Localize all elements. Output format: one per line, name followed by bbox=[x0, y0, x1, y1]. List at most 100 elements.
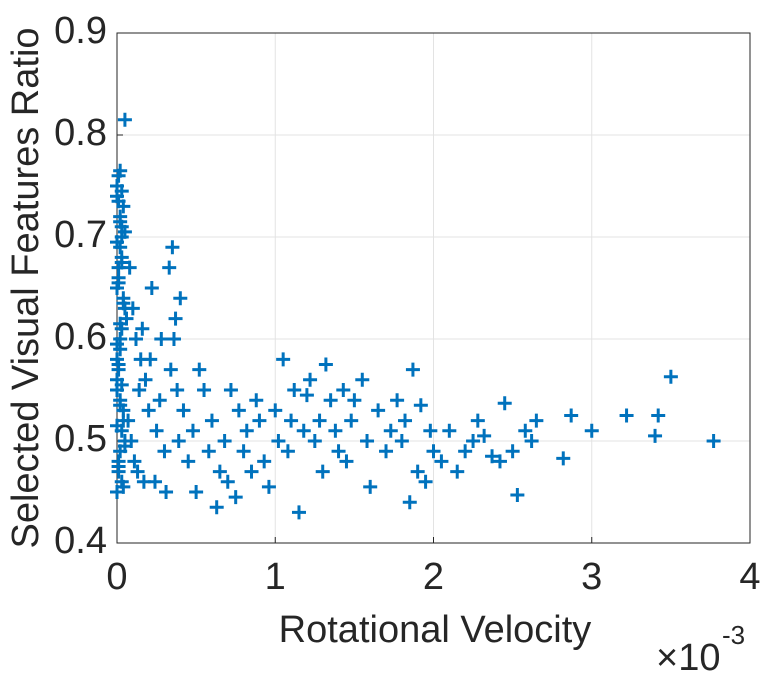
scatter-point bbox=[217, 434, 232, 448]
x-tick-label: 3 bbox=[581, 556, 602, 598]
scatter-point bbox=[355, 372, 370, 387]
scatter-point bbox=[303, 372, 318, 387]
scatter-point bbox=[299, 388, 314, 403]
scatter-point bbox=[110, 418, 124, 433]
scatter-point bbox=[347, 393, 362, 408]
scatter-point bbox=[113, 316, 128, 331]
scatter-point bbox=[556, 451, 571, 466]
scatter-point bbox=[181, 454, 196, 469]
scatter-point bbox=[159, 485, 174, 499]
scatter-point bbox=[185, 423, 200, 438]
scatter-point bbox=[284, 413, 299, 428]
scatter-point bbox=[121, 413, 136, 428]
scatter-point bbox=[212, 464, 227, 479]
y-tick-label: 0.5 bbox=[54, 418, 107, 460]
scatter-point bbox=[280, 444, 295, 459]
scatter-point bbox=[249, 393, 264, 408]
scatter-point bbox=[111, 357, 126, 372]
scatter-point bbox=[477, 428, 492, 443]
scatter-point bbox=[117, 112, 132, 127]
scatter-point bbox=[268, 403, 283, 418]
scatter-point bbox=[518, 423, 533, 438]
scatter-point bbox=[141, 403, 156, 418]
scatter-point bbox=[209, 500, 224, 515]
x-tick-label: 0 bbox=[106, 556, 127, 598]
scatter-point bbox=[291, 505, 306, 520]
scatter-point bbox=[663, 369, 678, 384]
scatter-point bbox=[584, 423, 599, 438]
scatter-point bbox=[271, 434, 286, 448]
y-tick-label: 0.6 bbox=[54, 316, 107, 358]
x-tick-label: 2 bbox=[423, 556, 444, 598]
scatter-point bbox=[166, 332, 181, 346]
scatter-point bbox=[307, 434, 322, 448]
scatter-point bbox=[231, 403, 246, 418]
scatter-point bbox=[252, 413, 267, 428]
x-axis-label: Rotational Velocity bbox=[279, 609, 592, 651]
scatter-point bbox=[651, 408, 666, 423]
scatter-point bbox=[170, 383, 185, 397]
scatter-point bbox=[323, 393, 338, 408]
scatter-point bbox=[336, 383, 351, 397]
scatter-point bbox=[138, 372, 153, 387]
scatter-point bbox=[154, 332, 169, 346]
scatter-point bbox=[244, 464, 259, 479]
scatter-point bbox=[328, 423, 343, 438]
scatter-point bbox=[405, 362, 420, 377]
scatter-point bbox=[458, 444, 473, 459]
scatter-point bbox=[168, 311, 183, 326]
scatter-point bbox=[470, 413, 485, 428]
scatter-point bbox=[223, 383, 238, 397]
scatter-point bbox=[204, 413, 219, 428]
scatter-point bbox=[127, 454, 142, 469]
y-tick-label: 0.7 bbox=[54, 214, 107, 256]
scatter-point bbox=[371, 403, 386, 418]
scatter-point bbox=[117, 224, 132, 239]
scatter-point bbox=[147, 474, 162, 489]
scatter-point bbox=[413, 398, 428, 413]
scatter-point bbox=[114, 255, 129, 270]
scatter-point bbox=[135, 321, 150, 336]
scatter-point bbox=[197, 383, 212, 397]
scatter-point bbox=[315, 464, 330, 479]
scatter-point bbox=[228, 490, 243, 505]
scatter-point bbox=[220, 474, 235, 489]
scatter-point bbox=[390, 393, 405, 408]
scatter-point bbox=[257, 454, 272, 469]
scatter-point bbox=[113, 398, 128, 413]
scatter-point bbox=[114, 377, 129, 392]
scatter-point bbox=[402, 495, 417, 510]
scatter-point bbox=[423, 423, 438, 438]
scatter-point bbox=[130, 464, 145, 479]
scatter-point bbox=[505, 444, 520, 459]
x-multiplier-exponent: -3 bbox=[722, 620, 745, 650]
scatter-point bbox=[564, 408, 579, 423]
scatter-point bbox=[648, 428, 663, 443]
y-tick-label: 0.9 bbox=[54, 10, 107, 52]
scatter-point bbox=[485, 449, 500, 464]
scatter-point bbox=[116, 479, 131, 494]
scatter-point bbox=[163, 362, 178, 377]
scatter-point bbox=[152, 393, 167, 408]
scatter-point bbox=[125, 301, 140, 316]
scatter-point bbox=[144, 281, 159, 295]
scatter-point bbox=[363, 479, 378, 494]
scatter-point bbox=[398, 413, 413, 428]
scatter-point bbox=[111, 275, 126, 290]
scatter-point bbox=[116, 296, 131, 311]
scatter-point bbox=[201, 444, 216, 459]
scatter-point bbox=[113, 163, 128, 178]
scatter-point bbox=[296, 423, 311, 438]
scatter-point bbox=[111, 194, 126, 209]
x-tick-label: 4 bbox=[739, 556, 760, 598]
x-multiplier: ×10 bbox=[656, 637, 720, 677]
scatter-point bbox=[143, 352, 158, 367]
scatter-point bbox=[239, 423, 254, 438]
scatter-point bbox=[192, 362, 207, 377]
scatter-point bbox=[110, 337, 124, 352]
y-tick-label: 0.4 bbox=[54, 520, 107, 562]
scatter-point bbox=[434, 454, 449, 469]
scatter-point bbox=[394, 434, 409, 448]
scatter-point bbox=[492, 454, 507, 469]
